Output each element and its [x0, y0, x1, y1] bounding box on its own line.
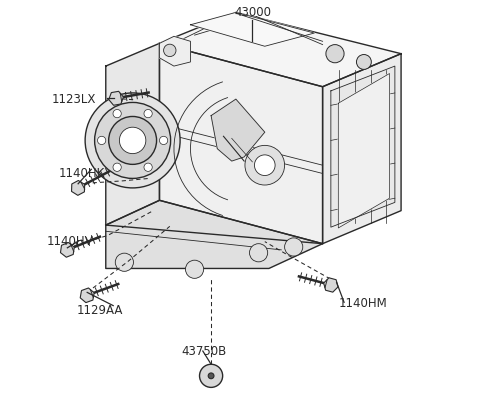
Polygon shape [106, 200, 323, 268]
Circle shape [85, 93, 180, 188]
Polygon shape [159, 36, 191, 66]
Text: 1123LX: 1123LX [52, 93, 96, 106]
Polygon shape [324, 278, 338, 292]
Polygon shape [72, 180, 84, 195]
Circle shape [357, 55, 372, 69]
Polygon shape [331, 66, 395, 227]
Circle shape [113, 109, 121, 118]
Text: 43750B: 43750B [181, 345, 227, 358]
Circle shape [208, 373, 214, 379]
Circle shape [144, 109, 152, 118]
Circle shape [115, 253, 133, 271]
Polygon shape [159, 12, 401, 87]
Text: 1140HM: 1140HM [338, 297, 387, 310]
Text: 1140HV: 1140HV [47, 235, 94, 248]
Polygon shape [323, 54, 401, 244]
Circle shape [164, 44, 176, 57]
Text: 1140HK: 1140HK [58, 167, 105, 180]
Polygon shape [60, 242, 74, 257]
Circle shape [144, 163, 152, 171]
Polygon shape [80, 288, 94, 303]
Circle shape [250, 244, 268, 262]
Circle shape [95, 102, 170, 178]
Circle shape [97, 136, 106, 145]
Circle shape [245, 145, 285, 185]
Polygon shape [106, 43, 159, 225]
Circle shape [120, 127, 146, 154]
Polygon shape [211, 99, 265, 161]
Circle shape [200, 364, 223, 387]
Polygon shape [159, 43, 323, 244]
Text: 43000: 43000 [234, 6, 271, 19]
Circle shape [185, 260, 204, 278]
Circle shape [108, 116, 156, 164]
Circle shape [254, 155, 275, 176]
Text: 1129AA: 1129AA [77, 304, 123, 317]
Circle shape [159, 136, 168, 145]
Polygon shape [109, 91, 123, 105]
Polygon shape [191, 12, 314, 46]
Polygon shape [338, 74, 389, 228]
Circle shape [326, 45, 344, 63]
Circle shape [285, 238, 303, 256]
Circle shape [113, 163, 121, 171]
